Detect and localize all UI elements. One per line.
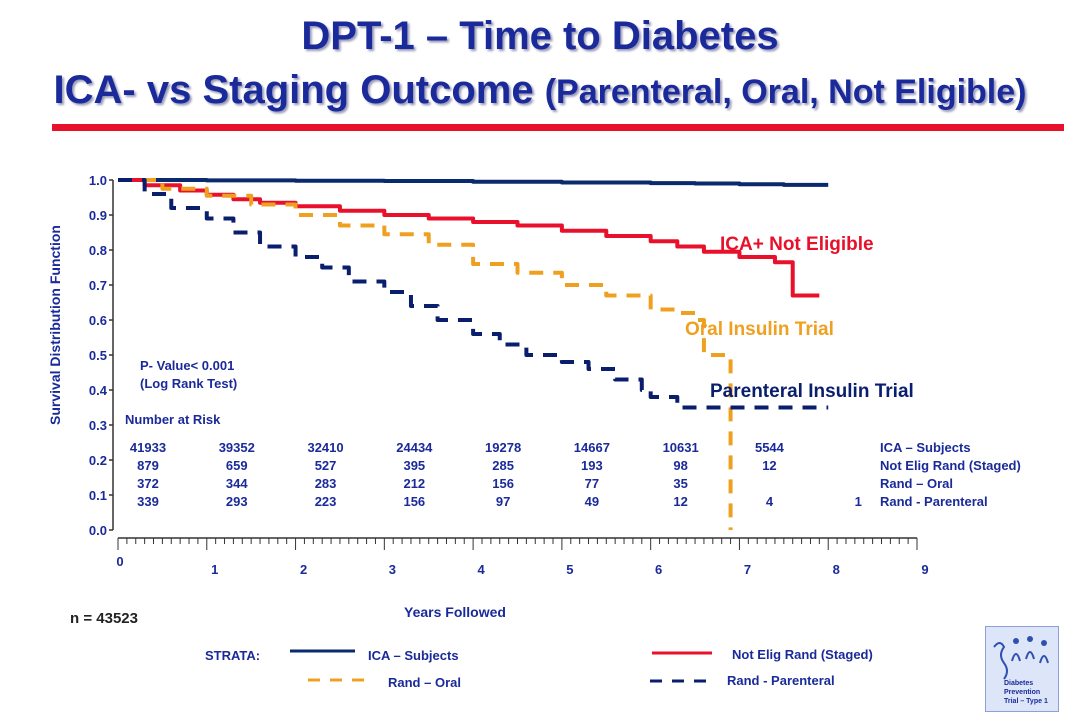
- x-tick-label: 6: [655, 562, 662, 577]
- y-tick-label: 0.9: [89, 208, 107, 223]
- risk-cell: 156: [492, 476, 514, 491]
- legend-item-oral: Rand – Oral: [388, 675, 461, 690]
- y-tick-label: 0.8: [89, 243, 107, 258]
- risk-cell: 35: [673, 476, 687, 491]
- risk-row-label: Rand - Parenteral: [880, 494, 988, 509]
- risk-cell: 344: [226, 476, 248, 491]
- y-tick-label: 0.2: [89, 453, 107, 468]
- risk-cell: 12: [673, 494, 687, 509]
- risk-cell: 293: [226, 494, 248, 509]
- dpt1-logo: Diabetes Prevention Trial – Type 1: [985, 626, 1059, 712]
- risk-cell: 12: [762, 458, 776, 473]
- pvalue-line-1: P- Value< 0.001: [140, 358, 234, 373]
- y-tick-label: 0.1: [89, 488, 107, 503]
- risk-cell: 32410: [307, 440, 343, 455]
- risk-row-label: Rand – Oral: [880, 476, 953, 491]
- x-tick-label: 5: [566, 562, 573, 577]
- risk-cell: 14667: [574, 440, 610, 455]
- risk-table: 41933 39352 32410 24434 19278 14667 10631 5544 I…: [130, 440, 1021, 509]
- x-tick-label: 8: [833, 562, 840, 577]
- risk-cell: 527: [315, 458, 337, 473]
- logo-text-1: Diabetes: [1004, 680, 1033, 687]
- n-total-label: n = 43523: [70, 610, 138, 627]
- risk-cell: 395: [403, 458, 425, 473]
- risk-cell: 156: [403, 494, 425, 509]
- risk-cell: 283: [315, 476, 337, 491]
- title-line-2-paren: (Parenteral, Oral, Not Eligible): [544, 73, 1027, 111]
- risk-table-title: Number at Risk: [125, 412, 221, 427]
- series-line-3: [118, 178, 829, 410]
- chart-series: [118, 178, 829, 530]
- pvalue-line-2: (Log Rank Test): [140, 376, 237, 391]
- x-tick-label: 4: [477, 562, 485, 577]
- y-tick-label: 1.0: [89, 173, 107, 188]
- risk-cell: 10631: [663, 440, 699, 455]
- logo-text-2: Prevention: [1004, 689, 1040, 696]
- x-tick-label: 1: [211, 562, 218, 577]
- title-underline-bar: [52, 124, 1064, 131]
- risk-cell: 4: [766, 494, 774, 509]
- y-tick-label: 0.0: [89, 523, 107, 538]
- risk-cell: 223: [315, 494, 337, 509]
- logo-text-3: Trial – Type 1: [1004, 698, 1048, 705]
- y-axis-label: Survival Distribution Function: [47, 225, 63, 425]
- x-tick-label: 9: [921, 562, 928, 577]
- risk-cell: 212: [403, 476, 425, 491]
- x-tick-label: 3: [389, 562, 396, 577]
- title-line-2: ICA- vs Staging Outcome (Parenteral, Ora…: [0, 68, 1080, 113]
- y-tick-label: 0.6: [89, 313, 107, 328]
- risk-cell: 339: [137, 494, 159, 509]
- logo-figures-icon: Diabetes Prevention Trial – Type 1: [993, 636, 1049, 705]
- risk-cell: 5544: [755, 440, 785, 455]
- x-axis-label: Years Followed: [404, 604, 506, 620]
- risk-cell: 193: [581, 458, 603, 473]
- legend-item-not-elig: Not Elig Rand (Staged): [732, 647, 873, 662]
- legend-item-parenteral: Rand - Parenteral: [727, 673, 835, 688]
- risk-cell: 24434: [396, 440, 433, 455]
- risk-cell: 98: [673, 458, 687, 473]
- annotation-parenteral: Parenteral Insulin Trial: [710, 381, 914, 402]
- risk-cell: 659: [226, 458, 248, 473]
- risk-row-label: Not Elig Rand (Staged): [880, 458, 1021, 473]
- risk-cell: 49: [585, 494, 599, 509]
- y-tick-label: 0.4: [89, 383, 108, 398]
- risk-cell: 1: [855, 494, 862, 509]
- y-tick-label: 0.7: [89, 278, 107, 293]
- y-tick-label: 0.3: [89, 418, 107, 433]
- risk-cell: 879: [137, 458, 159, 473]
- chart-axes: [109, 179, 918, 550]
- risk-cell: 285: [492, 458, 514, 473]
- annotation-oral: Oral Insulin Trial: [685, 319, 834, 340]
- series-line-2: [118, 178, 733, 530]
- risk-cell: 77: [585, 476, 599, 491]
- risk-cell: 19278: [485, 440, 521, 455]
- risk-cell: 97: [496, 494, 510, 509]
- legend-item-ica: ICA – Subjects: [368, 648, 459, 663]
- series-line-0: [118, 178, 829, 187]
- risk-cell: 372: [137, 476, 159, 491]
- risk-cell: 39352: [219, 440, 255, 455]
- y-tick-label: 0.5: [89, 348, 107, 363]
- title-line-2-main: ICA- vs Staging Outcome: [53, 68, 534, 112]
- title-line-1: DPT-1 – Time to Diabetes: [301, 14, 779, 58]
- x-tick-label: 0: [116, 554, 123, 569]
- risk-row-label: ICA – Subjects: [880, 440, 971, 455]
- chart-tick-labels: 0.00.10.20.30.40.50.60.70.80.91.001 2 3 4 5 6…: [89, 173, 929, 577]
- x-tick-label: 2: [300, 562, 307, 577]
- legend-strata-label: STRATA:: [205, 648, 260, 663]
- x-tick-label: 7: [744, 562, 751, 577]
- risk-cell: 41933: [130, 440, 166, 455]
- annotation-not-eligible: ICA+ Not Eligible: [720, 234, 874, 255]
